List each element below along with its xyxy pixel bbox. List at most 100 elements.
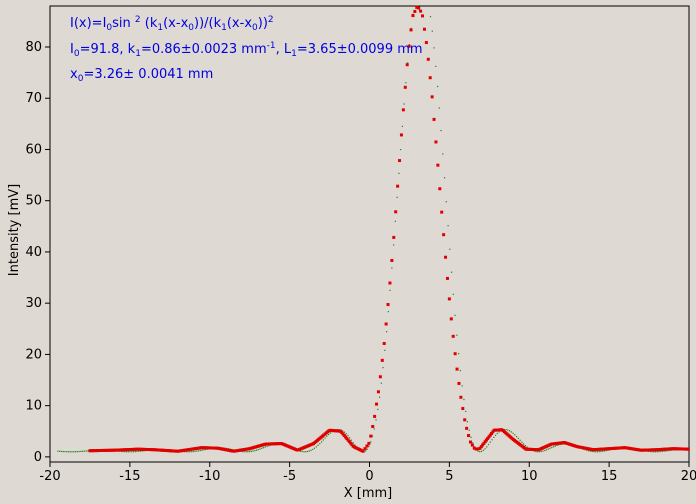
data-point (472, 446, 476, 450)
fit-curve-point (558, 444, 560, 446)
data-point (373, 414, 377, 418)
fit-curve-point (477, 450, 479, 452)
fit-curve-point (387, 311, 389, 313)
data-point (444, 255, 448, 259)
data-point (434, 140, 438, 144)
data-points-series (88, 5, 690, 453)
fit-curve-point (303, 451, 305, 453)
fit-curve-point (654, 451, 657, 453)
data-point (361, 449, 365, 453)
fit-curve-point (589, 450, 592, 452)
data-point (476, 447, 480, 451)
data-point (482, 441, 486, 445)
fit-curve-point (261, 447, 263, 449)
fit-curve-point (547, 448, 549, 450)
fit-curve-point (80, 450, 82, 453)
data-point (376, 390, 380, 394)
data-point (459, 395, 463, 399)
fit-curve-point (252, 450, 254, 452)
y-tick-label: 20 (25, 347, 42, 362)
fit-curve-point (201, 449, 203, 451)
fit-curve-point (447, 225, 449, 227)
fit-curve-point (542, 450, 544, 452)
data-point (468, 440, 472, 444)
fit-curve-point (512, 432, 514, 434)
data-point (378, 375, 382, 379)
fit-curve-point (138, 450, 140, 452)
fit-curve-point (122, 450, 124, 453)
data-point (470, 443, 474, 447)
fit-curve-point (440, 129, 442, 132)
y-axis-title: Intensity [mV] (7, 184, 22, 276)
fit-curve-point (319, 443, 321, 445)
fit-curve-point (480, 450, 483, 453)
fit-curve-point (549, 447, 551, 449)
fit-curve-point (266, 445, 268, 447)
data-point (413, 9, 417, 13)
fit-curve-point (514, 434, 516, 436)
fit-curve-point (470, 436, 472, 438)
fit-curve-point (370, 441, 372, 443)
x-axis-title: X [mm] (344, 486, 393, 501)
data-point (490, 432, 494, 436)
data-point (491, 430, 495, 434)
fit-curve-point (306, 450, 309, 453)
fit-curve-point (598, 451, 600, 453)
fit-curve-point (603, 450, 606, 452)
data-point (457, 381, 461, 385)
x-axis-ticks: -20 -15 -10 -5 0 5 10 15 20 (39, 462, 696, 484)
fit-curve-point (516, 435, 518, 438)
fit-curve-point (600, 450, 602, 453)
fit-curve-point (526, 446, 528, 448)
x-tick-label: 10 (521, 469, 538, 484)
fit-curve-point (377, 408, 379, 411)
fit-curve-point (544, 449, 546, 452)
fit-curve-point (127, 451, 129, 453)
fit-curve-point (199, 449, 201, 452)
fit-curve-point (507, 429, 509, 431)
fit-curve-point (649, 450, 651, 453)
fit-curve-point (433, 47, 435, 49)
fit-curve-point (405, 82, 407, 84)
data-point (417, 6, 421, 10)
fit-curve-point (190, 451, 193, 453)
y-tick-label: 70 (25, 91, 42, 106)
fit-curve-point (125, 451, 128, 453)
data-point (398, 159, 402, 163)
fit-curve-point (556, 444, 558, 447)
fit-curve-point (459, 369, 461, 372)
fit-curve-point (366, 448, 368, 450)
fit-curve-point (665, 450, 667, 452)
data-point (483, 440, 487, 444)
data-point (390, 258, 394, 262)
fit-curve-point (350, 439, 353, 441)
fit-curve-point (326, 435, 328, 437)
fit-curve-point (257, 449, 259, 451)
data-point (384, 322, 388, 326)
fit-curve-point (320, 441, 323, 443)
fit-curve-point (185, 451, 187, 453)
fit-curve-point (67, 451, 70, 453)
data-point (467, 434, 471, 438)
fit-curve-point (69, 451, 71, 453)
data-point (405, 63, 409, 67)
fit-curve-point (452, 293, 454, 295)
fit-curve-point (315, 446, 317, 448)
formula-annotation: I(x)=I0sin 2 (k1(x-x0))/(k1(x-x0))2 (70, 15, 274, 33)
data-point (424, 41, 428, 45)
data-point (415, 5, 419, 9)
fit-curve-point (521, 441, 523, 443)
fit-curve-point (538, 451, 541, 453)
fit-curve-point (491, 439, 493, 441)
fit-curve-point (204, 448, 207, 451)
fit-curve-point (429, 16, 432, 18)
y-axis-ticks: 0 10 20 30 40 50 60 70 80 (25, 40, 50, 465)
fit-curve-point (129, 451, 131, 453)
fit-curve-point (458, 353, 460, 355)
fit-curve-point (192, 450, 194, 453)
data-point (340, 430, 344, 434)
fit-curve-point (658, 451, 660, 453)
data-point (487, 435, 491, 439)
fit-curve-point (489, 441, 491, 443)
data-point (345, 437, 349, 441)
